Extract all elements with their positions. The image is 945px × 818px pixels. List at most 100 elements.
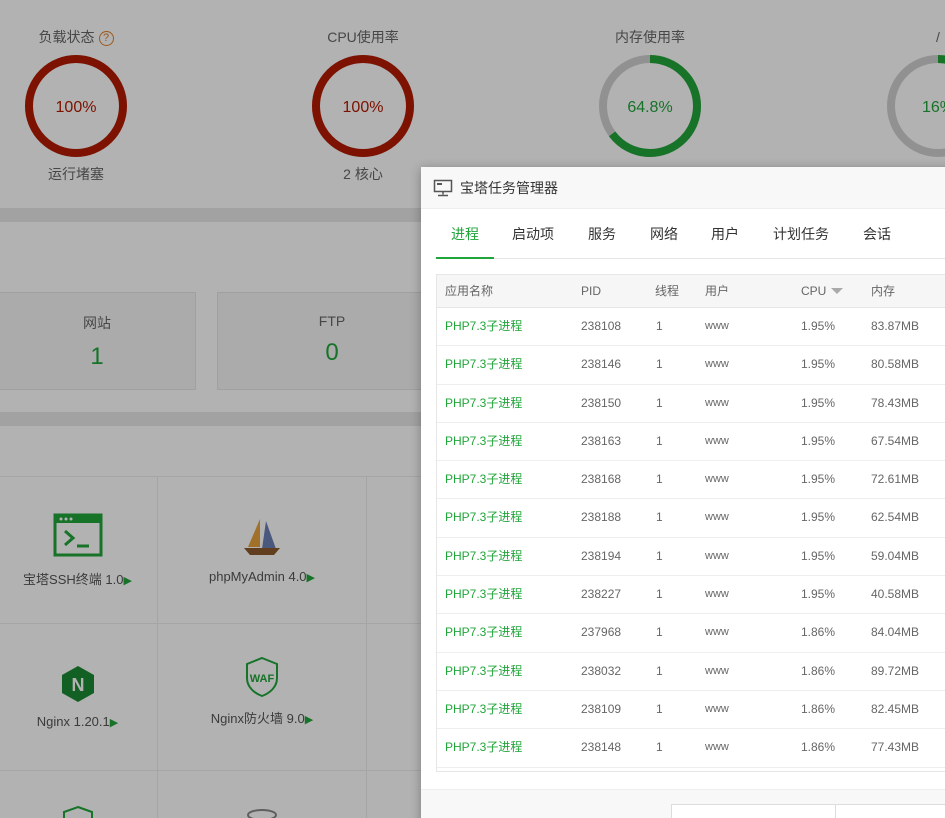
dialog-header[interactable]: 宝塔任务管理器 (421, 167, 945, 209)
process-name[interactable]: PHP7.3子进程 (445, 319, 523, 333)
dialog-title: 宝塔任务管理器 (460, 179, 558, 196)
column-threads[interactable]: 线程 (655, 284, 680, 298)
process-user: www (705, 626, 729, 639)
process-name[interactable]: PHP7.3子进程 (445, 663, 523, 678)
table-row[interactable]: PHP7.3子进程 238108 1 www 1.95% 83.87MB (437, 308, 945, 347)
process-name[interactable]: PHP7.3子进程 (445, 357, 523, 372)
process-threads: 1 (656, 625, 663, 640)
ftp-count-value: 0 (325, 339, 339, 366)
process-pid: 238032 (581, 663, 622, 678)
memory-gauge[interactable]: 内存使用率 64.8% (570, 26, 730, 160)
process-memory: 72.61MB (871, 472, 920, 487)
process-memory: 67.54MB (871, 433, 920, 448)
process-threads: 1 (656, 472, 663, 487)
sailboat-icon (244, 519, 280, 555)
process-name[interactable]: PHP7.3子进程 (445, 625, 523, 640)
process-memory: 59.04MB (871, 548, 920, 563)
website-count-card[interactable]: 网站 1 (0, 292, 196, 390)
play-icon: ▶ (306, 572, 316, 584)
process-name[interactable]: PHP7.3子进程 (445, 701, 523, 716)
table-row[interactable]: PHP7.3子进程 238168 1 www 1.95% 72.61MB (437, 461, 945, 500)
software-tile[interactable] (158, 771, 367, 818)
svg-text:WAF: WAF (250, 673, 275, 685)
play-icon: ▶ (304, 714, 314, 726)
load-gauge[interactable]: 负载状态? 100% 运行堵塞 (0, 26, 156, 184)
process-memory: 82.45MB (871, 701, 920, 716)
table-row[interactable]: PHP7.3子进程 238148 1 www 1.86% 77.43MB (437, 729, 945, 768)
terminal-icon (53, 513, 102, 557)
sort-desc-icon (831, 288, 844, 294)
footer-button[interactable] (671, 804, 836, 818)
help-icon[interactable]: ? (98, 31, 114, 46)
process-user: www (705, 358, 729, 371)
ftp-count-card[interactable]: FTP 0 (217, 292, 447, 390)
column-user[interactable]: 用户 (705, 284, 730, 298)
load-gauge-value: 100% (56, 99, 97, 116)
table-row[interactable]: PHP7.3子进程 238032 1 www 1.86% 89.72MB (437, 653, 945, 691)
process-pid: 238150 (581, 395, 622, 410)
process-name[interactable]: PHP7.3子进程 (445, 472, 523, 487)
column-pid[interactable]: PID (581, 284, 602, 298)
table-row[interactable]: PHP7.3子进程 237968 1 www 1.86% 84.04MB (437, 614, 945, 653)
process-name[interactable]: PHP7.3子进程 (445, 587, 523, 602)
load-gauge-status: 运行堵塞 (48, 166, 104, 182)
tab-services[interactable]: 服务 (588, 226, 616, 242)
process-memory: 40.58MB (871, 587, 920, 602)
table-row[interactable]: PHP7.3子进程 238194 1 www 1.95% 59.04MB (437, 538, 945, 577)
cpu-gauge-title: CPU使用率 (327, 29, 399, 45)
process-threads: 1 (656, 701, 663, 716)
process-threads: 1 (656, 395, 663, 410)
process-user: www (705, 473, 729, 486)
table-row[interactable]: PHP7.3子进程 238227 1 www 1.95% 40.58MB (437, 576, 945, 615)
phpmyadmin-tile[interactable]: phpMyAdmin 4.0▶ (158, 476, 367, 624)
footer-button[interactable] (835, 804, 945, 818)
tab-processes[interactable]: 进程 (436, 209, 494, 259)
process-memory: 77.43MB (871, 740, 920, 755)
website-count-value: 1 (90, 343, 104, 370)
task-manager-dialog: 宝塔任务管理器 进程 启动项 服务 网络 用户 计划任务 会话 应用名称 PID… (421, 167, 945, 818)
process-name[interactable]: PHP7.3子进程 (445, 433, 523, 448)
nginx-tile[interactable]: N Nginx 1.20.1▶ (0, 624, 158, 771)
tab-users[interactable]: 用户 (711, 226, 739, 242)
process-pid: 238146 (581, 357, 622, 372)
process-cpu: 1.86% (801, 701, 836, 716)
process-memory: 89.72MB (871, 663, 920, 678)
ssh-terminal-name: 宝塔SSH终端 1.0 (23, 572, 124, 587)
tab-scheduled-tasks[interactable]: 计划任务 (773, 226, 829, 242)
monitor-icon (433, 179, 453, 196)
disk-gauge[interactable]: / 16% (858, 26, 945, 160)
process-name[interactable]: PHP7.3子进程 (445, 395, 523, 410)
table-row[interactable]: PHP7.3子进程 238146 1 www 1.95% 80.58MB (437, 346, 945, 385)
process-name[interactable]: PHP7.3子进程 (445, 548, 523, 563)
process-pid: 238163 (581, 433, 622, 448)
process-name[interactable]: PHP7.3子进程 (445, 740, 523, 755)
process-name[interactable]: PHP7.3子进程 (445, 510, 523, 525)
process-memory: 62.54MB (871, 510, 920, 525)
cpu-gauge[interactable]: CPU使用率 100% 2 核心 (283, 26, 443, 184)
table-row[interactable]: PHP7.3子进程 238163 1 www 1.95% 67.54MB (437, 423, 945, 462)
process-pid: 238148 (581, 740, 622, 755)
process-user: www (705, 434, 729, 447)
disk-gauge-title: / (936, 29, 940, 45)
tab-network[interactable]: 网络 (650, 226, 678, 242)
memory-gauge-title: 内存使用率 (615, 29, 685, 45)
process-user: www (705, 511, 729, 524)
column-memory[interactable]: 内存 (871, 284, 896, 298)
table-row[interactable]: PHP7.3子进程 238188 1 www 1.95% 62.54MB (437, 499, 945, 538)
column-cpu[interactable]: CPU (801, 275, 844, 308)
table-row[interactable]: PHP7.3子进程 238150 1 www 1.95% 78.43MB (437, 385, 945, 423)
table-row[interactable]: PHP7.3子进程 238109 1 www 1.86% 82.45MB (437, 691, 945, 730)
ssh-terminal-tile[interactable]: 宝塔SSH终端 1.0▶ (0, 476, 158, 624)
software-tile[interactable] (0, 771, 158, 818)
process-memory: 83.87MB (871, 319, 920, 333)
database-icon (247, 809, 277, 818)
table-header: 应用名称 PID 线程 用户 CPU 内存 (437, 275, 945, 308)
nginx-icon: N (61, 666, 94, 702)
tab-sessions[interactable]: 会话 (863, 226, 891, 242)
tab-startup[interactable]: 启动项 (512, 226, 554, 242)
process-pid: 238194 (581, 548, 622, 563)
process-cpu: 1.95% (801, 548, 836, 563)
nginx-waf-tile[interactable]: WAF Nginx防火墙 9.0▶ (158, 624, 367, 771)
column-app-name[interactable]: 应用名称 (445, 284, 494, 298)
process-threads: 1 (656, 548, 663, 563)
